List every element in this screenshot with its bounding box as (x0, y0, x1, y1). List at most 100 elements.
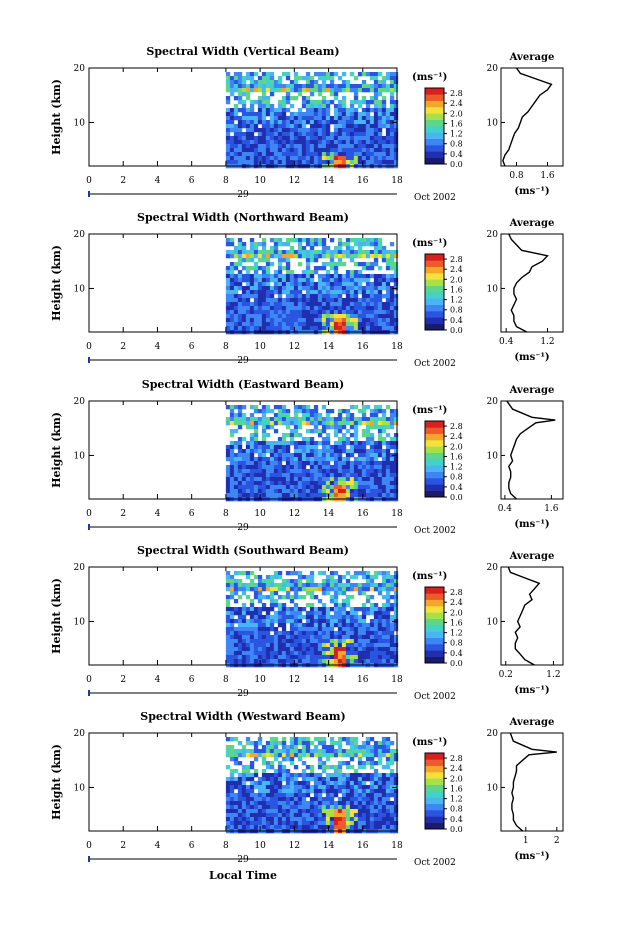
heatmap-cell (341, 607, 347, 612)
heatmap-cell (277, 258, 283, 263)
heatmap-cell (377, 449, 383, 454)
heatmap-cell (329, 310, 335, 315)
heatmap-cell (229, 449, 235, 454)
heatmap-cell (373, 469, 379, 474)
x-tick-label: 2 (120, 509, 126, 519)
heatmap-cell (345, 481, 351, 486)
heatmap-cell (261, 445, 267, 450)
heatmap-cell (353, 753, 359, 758)
heatmap-cell (289, 623, 295, 628)
heatmap-cell (357, 449, 363, 454)
heatmap-cell (393, 595, 399, 600)
heatmap-cell (341, 310, 347, 315)
heatmap-cell (317, 773, 323, 778)
heatmap-cell (393, 72, 399, 77)
heatmap-cell (341, 318, 347, 323)
heatmap-cell (353, 278, 359, 283)
heatmap-cell (245, 326, 251, 331)
colorbar-tick-label: 0.0 (450, 493, 463, 502)
heatmap-cell (293, 619, 299, 624)
heatmap-cell (353, 583, 359, 588)
heatmap-cell (381, 737, 387, 742)
heatmap-cell (365, 322, 371, 327)
heatmap-cell (369, 813, 375, 818)
heatmap-cell (377, 417, 383, 422)
heatmap-cell (309, 801, 315, 806)
heatmap-cell (305, 785, 311, 790)
heatmap-cell (241, 322, 247, 327)
heatmap-cell (249, 647, 255, 652)
heatmap-cell (377, 116, 383, 121)
heatmap-cell (233, 302, 239, 307)
heatmap-cell (345, 469, 351, 474)
heatmap-cell (337, 737, 343, 742)
heatmap-cell (273, 655, 279, 660)
heatmap-cell (281, 278, 287, 283)
heatmap-cell (341, 643, 347, 648)
heatmap-cell (369, 124, 375, 129)
heatmap-cell (349, 160, 355, 165)
heatmap-cell (285, 108, 291, 113)
heatmap-cell (313, 615, 319, 620)
heatmap-cell (269, 615, 275, 620)
heatmap-cell (273, 809, 279, 814)
heatmap-cell (281, 489, 287, 494)
profile-x-tick-label: 1.6 (540, 171, 555, 181)
x-tick-label: 6 (189, 841, 195, 851)
heatmap-cell (381, 789, 387, 794)
heatmap-cell (309, 611, 315, 616)
heatmap-cell (357, 591, 363, 596)
heatmap-cell (369, 302, 375, 307)
heatmap-cell (313, 793, 319, 798)
heatmap-cell (389, 417, 395, 422)
heatmap-cell (269, 579, 275, 584)
heatmap-cell (321, 457, 327, 462)
heatmap-cell (309, 88, 315, 93)
heatmap-cell (237, 306, 243, 311)
heatmap-cell (353, 493, 359, 498)
heatmap-cell (253, 639, 259, 644)
heatmap-cell (381, 821, 387, 826)
heatmap-cell (365, 489, 371, 494)
heatmap-cell (305, 489, 311, 494)
heatmap-cell (353, 433, 359, 438)
heatmap-cell (325, 765, 331, 770)
heatmap-cell (253, 314, 259, 319)
heatmap-cell (233, 647, 239, 652)
heatmap-cell (361, 409, 367, 414)
heatmap-cell (361, 639, 367, 644)
heatmap-cell (317, 282, 323, 287)
x-tick-label: 14 (323, 675, 335, 685)
heatmap-cell (385, 821, 391, 826)
heatmap-cell (293, 294, 299, 299)
heatmap-cell (393, 270, 399, 275)
heatmap-cell (329, 298, 335, 303)
heatmap-cell (389, 773, 395, 778)
heatmap-cell (229, 635, 235, 640)
heatmap-cell (317, 433, 323, 438)
heatmap-cell (261, 493, 267, 498)
heatmap-cell (273, 805, 279, 810)
heatmap-cell (273, 274, 279, 279)
heatmap-cell (333, 655, 339, 660)
heatmap-cell (345, 286, 351, 291)
heatmap-cell (257, 80, 263, 85)
x-tick-label: 0 (86, 176, 92, 186)
x-axis-label: Local Time (209, 869, 277, 882)
heatmap-cell (361, 583, 367, 588)
heatmap-cell (369, 120, 375, 125)
heatmap-cell (317, 322, 323, 327)
heatmap-cell (233, 809, 239, 814)
x-tick-label: 12 (289, 176, 300, 186)
heatmap-cell (261, 433, 267, 438)
heatmap-cell (389, 96, 395, 101)
heatmap-cell (261, 124, 267, 129)
heatmap-cell (301, 306, 307, 311)
heatmap-cell (269, 425, 275, 430)
heatmap-cell (345, 429, 351, 434)
heatmap-cell (361, 465, 367, 470)
heatmap-cell (245, 266, 251, 271)
heatmap-cell (293, 465, 299, 470)
heatmap-cell (297, 469, 303, 474)
heatmap-cell (321, 274, 327, 279)
